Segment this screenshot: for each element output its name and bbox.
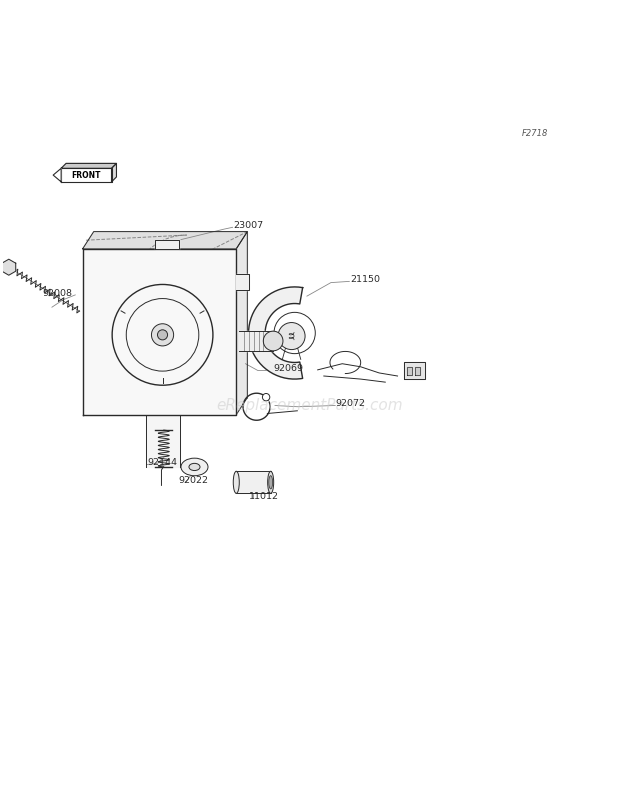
Circle shape: [151, 324, 174, 346]
Ellipse shape: [233, 471, 239, 493]
Polygon shape: [236, 471, 271, 493]
Polygon shape: [61, 163, 117, 169]
Text: 11012: 11012: [249, 492, 278, 501]
Text: 92069: 92069: [273, 364, 303, 373]
Text: F2718: F2718: [522, 130, 548, 139]
Circle shape: [157, 330, 167, 340]
Polygon shape: [146, 414, 180, 467]
Ellipse shape: [189, 463, 200, 470]
Polygon shape: [94, 232, 247, 397]
Polygon shape: [404, 362, 425, 379]
Text: FRONT: FRONT: [71, 170, 101, 179]
Polygon shape: [155, 239, 179, 249]
Polygon shape: [61, 169, 112, 182]
Polygon shape: [415, 367, 420, 375]
Text: 92072: 92072: [336, 399, 366, 408]
Polygon shape: [112, 163, 117, 182]
Circle shape: [262, 393, 270, 401]
Text: 92022: 92022: [178, 476, 208, 485]
Polygon shape: [82, 249, 236, 414]
Polygon shape: [236, 232, 247, 414]
Text: 92008: 92008: [43, 290, 73, 298]
Polygon shape: [249, 287, 303, 379]
Circle shape: [264, 331, 283, 351]
Polygon shape: [236, 274, 249, 290]
Polygon shape: [2, 260, 16, 275]
Text: 23007: 23007: [233, 221, 264, 230]
Polygon shape: [53, 169, 61, 182]
Ellipse shape: [269, 476, 273, 489]
Text: 92144: 92144: [148, 458, 178, 467]
Circle shape: [278, 323, 305, 350]
Text: 21150: 21150: [350, 275, 380, 284]
Ellipse shape: [181, 458, 208, 476]
Text: eReplacementParts.com: eReplacementParts.com: [216, 398, 404, 413]
Polygon shape: [82, 232, 247, 249]
Ellipse shape: [268, 471, 273, 493]
Polygon shape: [407, 367, 412, 375]
Polygon shape: [239, 331, 273, 351]
